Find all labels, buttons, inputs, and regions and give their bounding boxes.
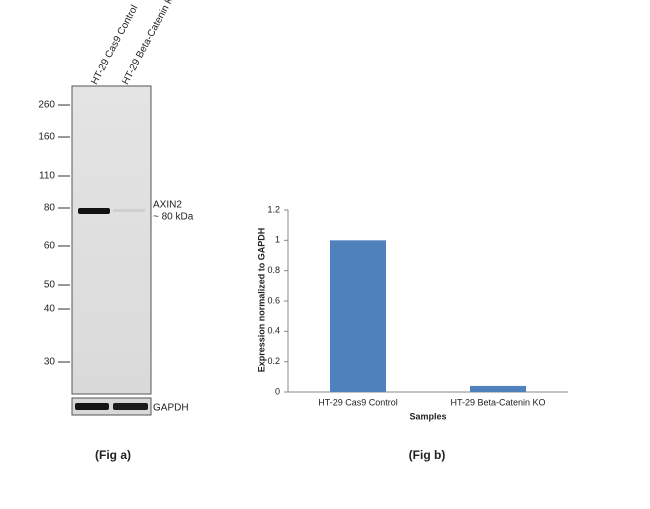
blot-band: [78, 208, 110, 214]
marker-label: 160: [38, 132, 55, 143]
x-tick-label: HT-29 Cas9 Control: [318, 397, 398, 407]
marker-label: 80: [44, 203, 56, 214]
bar: [470, 385, 526, 392]
caption: (Fig b): [409, 448, 446, 462]
marker-label: 50: [44, 280, 56, 291]
blot-band-faint: [113, 209, 145, 212]
bar: [330, 240, 386, 392]
marker-label: 260: [38, 100, 55, 111]
caption: (Fig a): [95, 448, 131, 462]
y-axis-label: Expression normalized to GAPDH: [256, 228, 266, 373]
y-tick-label: 0.6: [267, 295, 280, 305]
band-size: ~ 80 kDa: [153, 212, 194, 223]
y-tick-label: 0.2: [267, 356, 280, 366]
y-tick-label: 1: [275, 235, 280, 245]
loading-control-label: GAPDH: [153, 403, 189, 414]
band-label: AXIN2: [153, 200, 182, 211]
blot-membrane: [71, 85, 152, 395]
y-tick-label: 0.8: [267, 265, 280, 275]
y-tick-label: 0: [275, 386, 280, 396]
gapdh-band: [113, 403, 148, 410]
marker-label: 40: [44, 304, 56, 315]
gapdh-band: [75, 403, 109, 410]
x-axis-label: Samples: [409, 411, 446, 421]
x-tick-label: HT-29 Beta-Catenin KO: [450, 397, 545, 407]
y-tick-label: 0.4: [267, 326, 280, 336]
marker-label: 30: [44, 357, 56, 368]
y-tick-label: 1.2: [267, 204, 280, 214]
gapdh-strip: [71, 397, 152, 416]
marker-label: 60: [44, 241, 56, 252]
marker-label: 110: [39, 171, 55, 182]
